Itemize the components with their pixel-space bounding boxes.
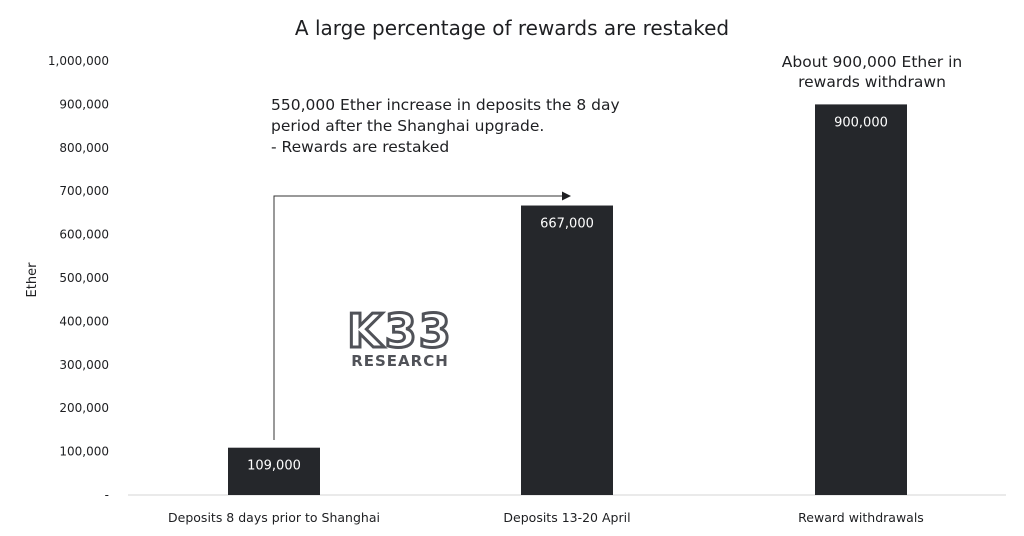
bar xyxy=(228,447,320,495)
chart-title: A large percentage of rewards are restak… xyxy=(295,16,729,40)
bars xyxy=(228,104,907,496)
y-tick-label: 1,000,000 xyxy=(48,54,109,68)
x-tick-label: Deposits 8 days prior to Shanghai xyxy=(168,510,380,525)
value-labels: 109,000 667,000 900,000 xyxy=(247,115,888,473)
bar-value-label: 667,000 xyxy=(540,217,594,232)
increase-arrow xyxy=(273,191,571,440)
logo-text: K33 xyxy=(347,304,453,358)
arrow-line xyxy=(273,195,563,440)
annotation-line: - Rewards are restaked xyxy=(271,138,449,156)
arrow-head xyxy=(562,191,571,201)
bar xyxy=(521,205,613,495)
bar xyxy=(815,104,907,496)
annotation-line: rewards withdrawn xyxy=(798,73,946,91)
y-tick-label: - xyxy=(105,488,109,502)
annotation-withdrawn: About 900,000 Ether in rewards withdrawn xyxy=(782,53,962,91)
x-tick-label: Deposits 13-20 April xyxy=(503,510,630,525)
logo-subtext: RESEARCH xyxy=(351,352,449,370)
y-tick-label: 300,000 xyxy=(59,358,109,372)
y-axis-ticks: - 100,000 200,000 300,000 400,000 500,000 600,… xyxy=(48,54,109,502)
y-axis-label: Ether xyxy=(25,262,40,298)
annotation-line: About 900,000 Ether in xyxy=(782,53,962,71)
bar-value-label: 109,000 xyxy=(247,459,301,474)
y-tick-label: 800,000 xyxy=(59,141,109,155)
bar-value-label: 900,000 xyxy=(834,115,888,130)
annotation-line: 550,000 Ether increase in deposits the 8… xyxy=(271,96,620,114)
y-tick-label: 400,000 xyxy=(59,314,109,328)
x-tick-label: Reward withdrawals xyxy=(798,510,924,525)
y-tick-label: 500,000 xyxy=(59,271,109,285)
k33-research-logo: K33 RESEARCH xyxy=(346,303,453,371)
annotation-line: period after the Shanghai upgrade. xyxy=(271,117,544,135)
y-tick-label: 100,000 xyxy=(59,445,109,459)
annotation-increase: 550,000 Ether increase in deposits the 8… xyxy=(271,96,620,156)
y-tick-label: 200,000 xyxy=(59,401,109,415)
y-tick-label: 600,000 xyxy=(59,228,109,242)
y-tick-label: 700,000 xyxy=(59,184,109,198)
category-labels: Deposits 8 days prior to Shanghai Deposit… xyxy=(168,510,924,525)
y-tick-label: 900,000 xyxy=(59,97,109,111)
